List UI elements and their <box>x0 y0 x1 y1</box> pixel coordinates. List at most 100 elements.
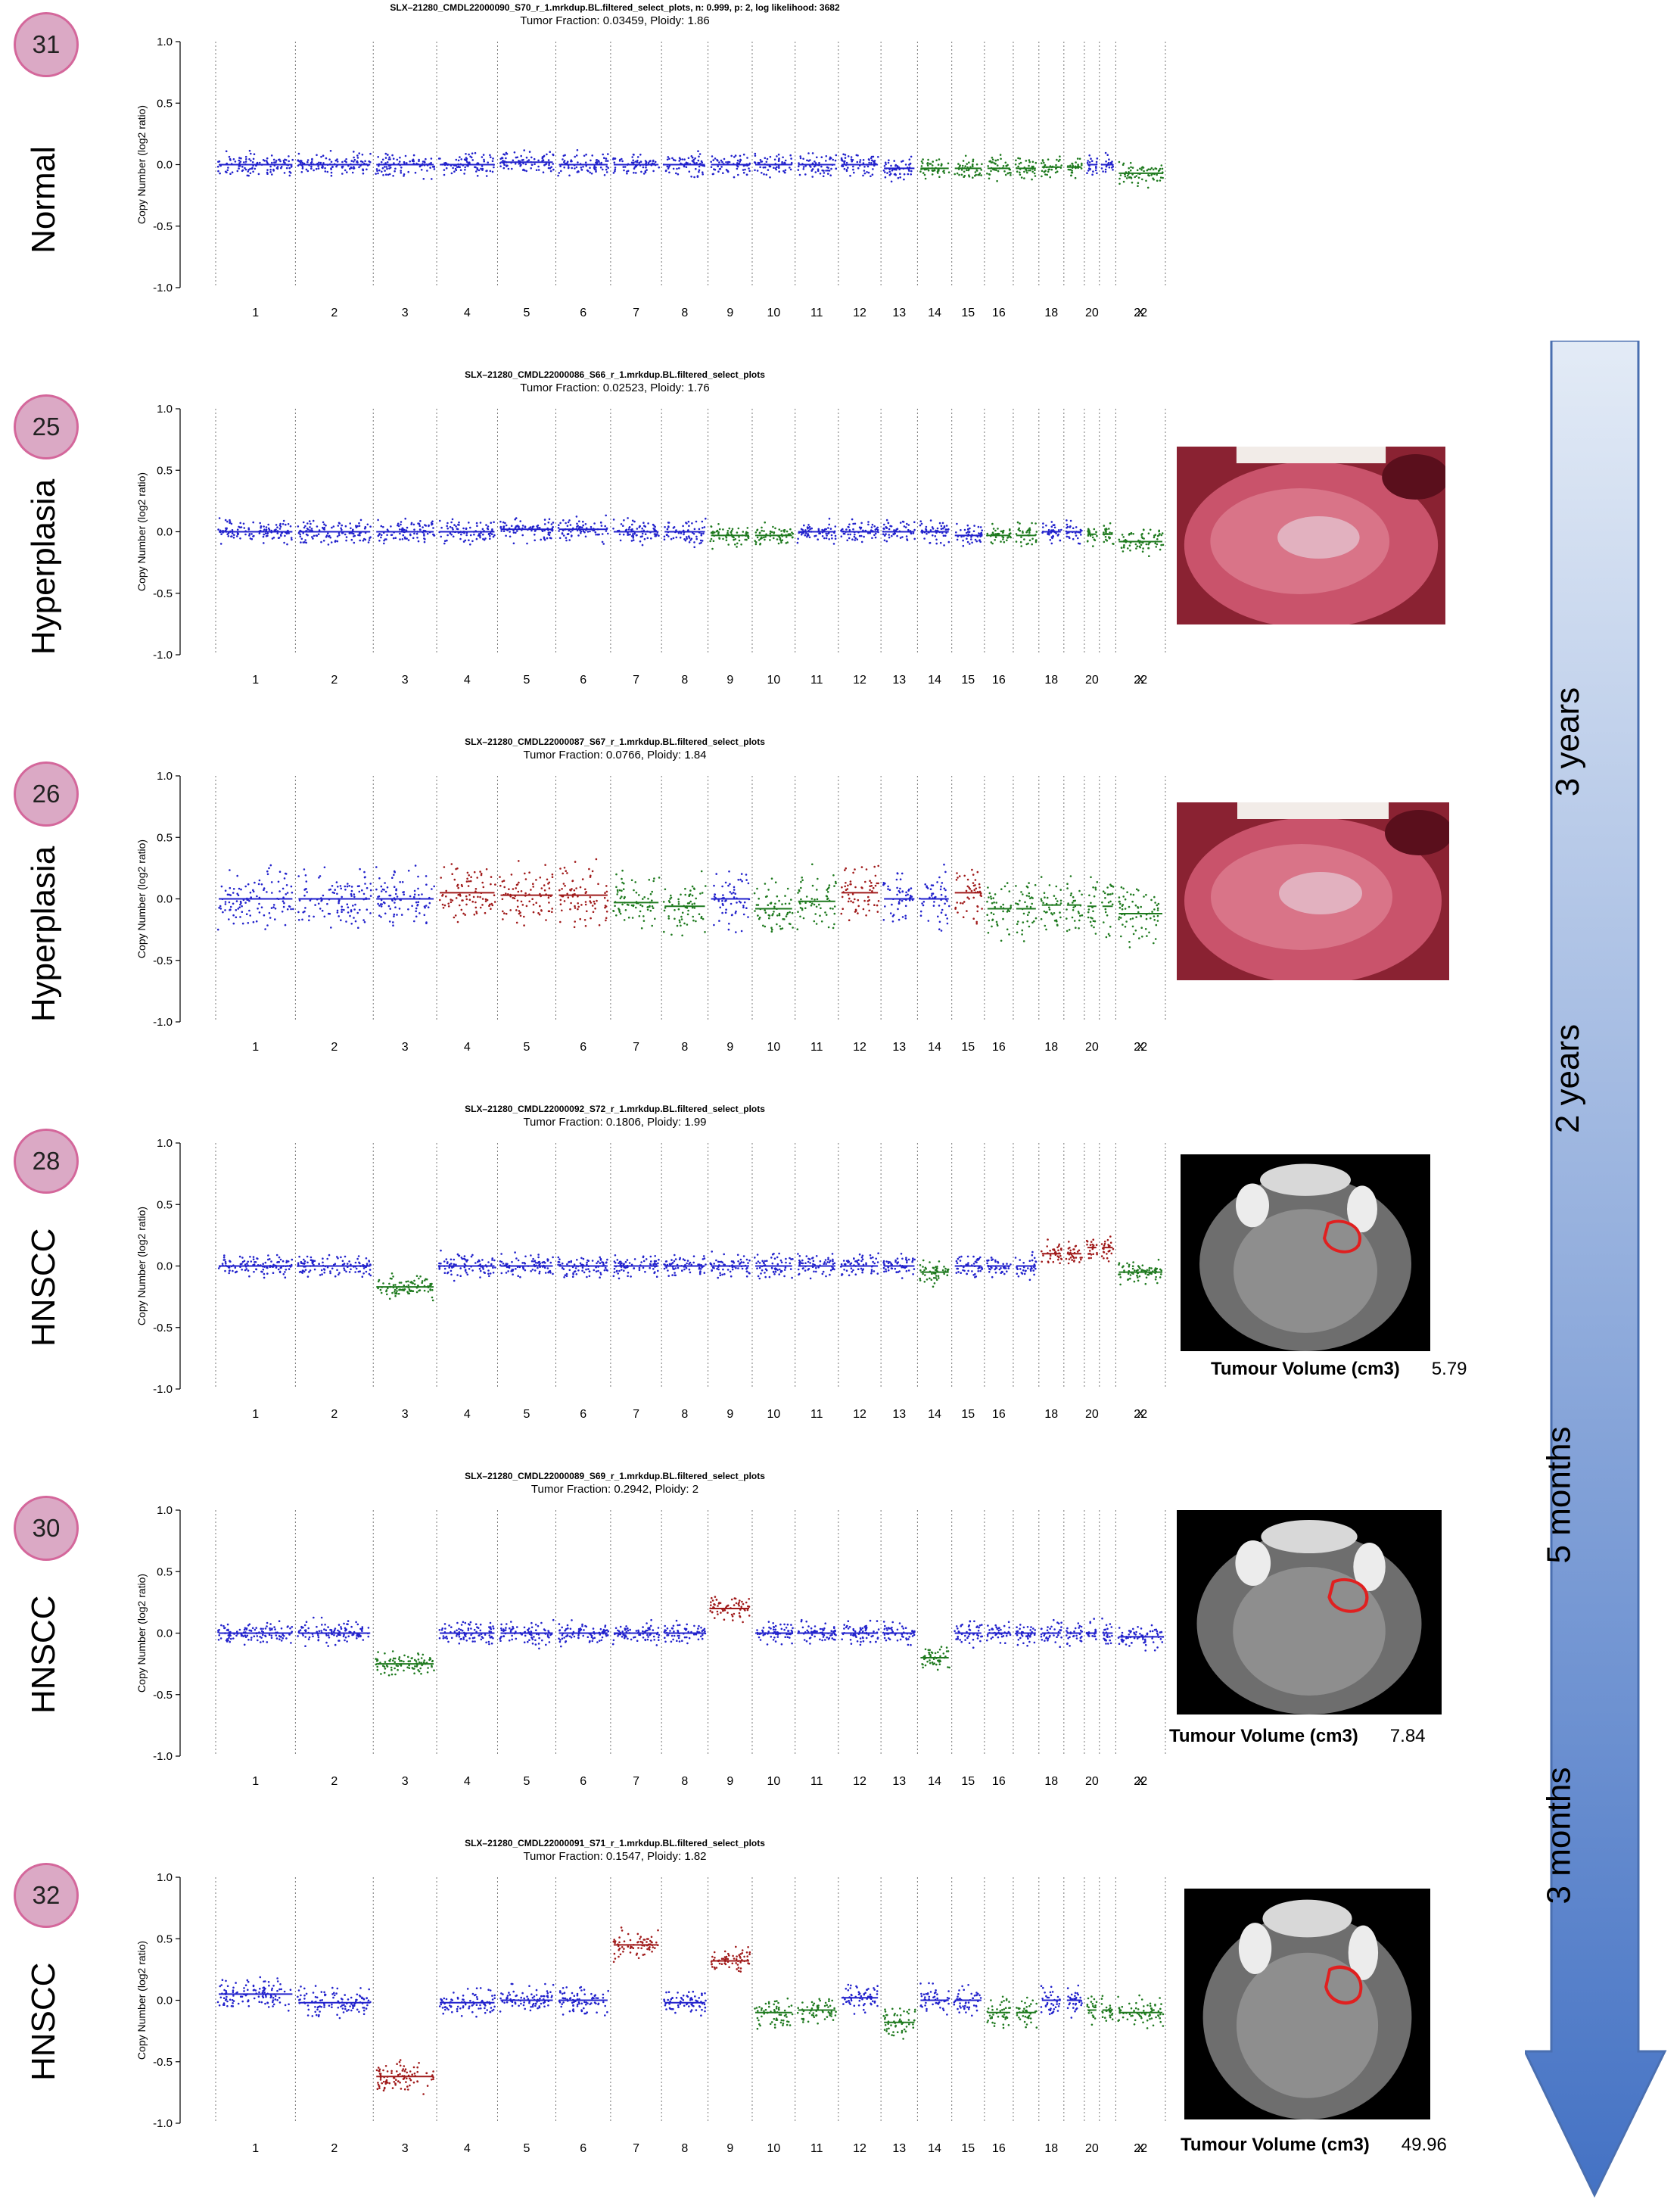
data-point <box>692 915 694 918</box>
data-point <box>453 1279 456 1282</box>
data-point <box>940 893 943 896</box>
data-point <box>974 538 977 541</box>
data-point <box>646 906 649 908</box>
data-point <box>1154 902 1156 904</box>
data-point <box>835 154 838 157</box>
data-point <box>593 167 596 170</box>
data-point <box>255 920 258 923</box>
data-point <box>538 1270 541 1273</box>
data-point <box>596 160 599 164</box>
data-point <box>525 170 527 173</box>
data-point <box>873 525 876 528</box>
data-point <box>407 1280 409 1283</box>
data-point <box>538 913 541 916</box>
data-point <box>991 902 994 905</box>
data-point <box>946 917 948 920</box>
data-point <box>644 171 647 173</box>
data-point <box>405 1280 408 1283</box>
data-point <box>859 160 861 164</box>
data-point <box>1109 522 1112 525</box>
data-point <box>1129 918 1132 920</box>
data-point <box>288 155 290 157</box>
data-point <box>969 166 972 168</box>
data-point <box>799 907 802 909</box>
data-point <box>588 1270 591 1272</box>
data-point <box>956 872 958 874</box>
data-point <box>1100 167 1103 170</box>
data-point <box>605 890 608 893</box>
data-point <box>348 1271 351 1273</box>
data-point <box>968 161 970 164</box>
data-point <box>1068 536 1070 538</box>
data-point <box>304 907 306 909</box>
data-point <box>474 151 477 154</box>
data-point <box>854 908 857 911</box>
data-point <box>534 1269 537 1272</box>
data-point <box>291 891 294 894</box>
data-point <box>1000 888 1003 890</box>
data-point <box>584 901 587 903</box>
data-point <box>406 537 408 540</box>
data-point <box>512 1273 514 1275</box>
data-point <box>417 522 419 525</box>
data-point <box>531 898 534 900</box>
data-point <box>246 1263 248 1265</box>
data-point <box>428 524 430 527</box>
data-point <box>559 867 562 870</box>
data-point <box>1055 885 1058 888</box>
data-point <box>530 1254 532 1257</box>
data-point <box>854 533 856 536</box>
data-point <box>558 530 560 532</box>
data-point <box>666 165 669 168</box>
data-point <box>460 908 463 911</box>
data-point <box>241 905 243 908</box>
data-point <box>799 902 801 905</box>
data-point <box>284 872 287 875</box>
data-point <box>393 913 396 916</box>
data-point <box>723 157 726 160</box>
data-point <box>1137 176 1140 179</box>
data-point <box>460 158 462 160</box>
data-point <box>1131 925 1134 928</box>
data-point <box>944 528 947 531</box>
data-point <box>980 174 982 176</box>
data-point <box>737 527 740 530</box>
data-point <box>804 534 807 537</box>
data-point <box>931 173 934 176</box>
data-point <box>1153 915 1156 917</box>
data-point <box>535 902 537 904</box>
data-point <box>577 534 580 537</box>
data-point <box>646 537 649 540</box>
data-point <box>244 167 246 170</box>
data-point <box>776 155 778 157</box>
data-point <box>453 170 456 173</box>
data-point <box>1086 172 1088 174</box>
data-point <box>1016 923 1019 926</box>
data-point <box>1150 167 1153 170</box>
data-point <box>1112 165 1114 168</box>
data-point <box>463 173 465 175</box>
data-point <box>833 912 836 915</box>
data-point <box>1108 158 1110 160</box>
data-point <box>491 904 494 907</box>
data-point <box>223 1254 226 1257</box>
data-point <box>353 895 356 899</box>
data-point <box>468 539 470 541</box>
data-point <box>278 537 281 539</box>
data-point <box>426 170 428 172</box>
data-point <box>858 534 861 537</box>
data-point <box>730 914 733 917</box>
data-point <box>1002 165 1005 167</box>
data-point <box>537 1254 540 1256</box>
data-point <box>312 537 314 540</box>
data-point <box>423 533 425 535</box>
data-point <box>643 896 646 899</box>
data-point <box>311 159 313 161</box>
data-point <box>711 532 714 534</box>
data-point <box>884 161 887 164</box>
data-point <box>1148 931 1150 934</box>
data-point <box>337 886 339 888</box>
data-point <box>388 1297 391 1300</box>
data-point <box>228 155 231 158</box>
data-point <box>800 880 802 883</box>
